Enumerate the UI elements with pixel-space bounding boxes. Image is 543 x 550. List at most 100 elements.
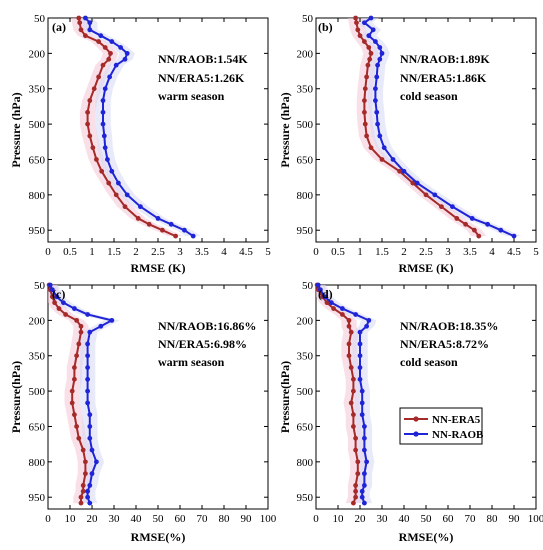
x-tick-label: 70 [465, 513, 477, 525]
data-point-nn-raob [54, 294, 60, 300]
x-tick-label: 3.5 [195, 246, 209, 258]
data-point-nn-era5 [367, 56, 373, 62]
legend-label-nn-raob: NN-RAOB [432, 429, 484, 441]
data-point-nn-raob [85, 400, 90, 406]
data-point-nn-raob [87, 500, 93, 506]
y-tick-label: 800 [297, 457, 314, 469]
data-point-nn-era5 [78, 329, 84, 335]
data-point-nn-era5 [80, 483, 86, 488]
data-point-nn-era5 [340, 312, 345, 317]
data-point-nn-raob [100, 109, 106, 115]
data-point-nn-era5 [346, 353, 352, 359]
data-point-nn-raob [379, 50, 385, 56]
data-point-nn-raob [100, 98, 106, 103]
data-point-nn-raob [87, 435, 93, 441]
data-point-nn-era5 [90, 145, 96, 151]
data-point-nn-era5 [348, 365, 354, 370]
x-tick-label: 3 [445, 246, 451, 258]
data-point-nn-era5 [78, 500, 84, 506]
data-point-nn-raob [390, 157, 396, 162]
data-point-nn-era5 [362, 98, 367, 103]
data-point-nn-raob [107, 74, 112, 80]
y-tick-label: 800 [29, 457, 46, 469]
season-annotation: cold season [400, 355, 458, 369]
data-point-nn-raob [85, 365, 90, 370]
data-point-nn-era5 [354, 20, 359, 26]
y-tick-label: 650 [297, 421, 314, 433]
data-point-nn-era5 [102, 45, 108, 50]
y-tick-label: 800 [29, 190, 46, 202]
data-point-nn-raob [381, 145, 387, 151]
legend-label-nn-era5: NN-ERA5 [432, 414, 481, 426]
rmse-annotation: NN/ERA5:1.86K [400, 71, 487, 85]
x-tick-label: 1.5 [107, 246, 121, 258]
data-point-nn-raob [375, 121, 380, 127]
y-tick-label: 50 [302, 280, 314, 292]
data-point-nn-raob [315, 282, 321, 288]
panel-b: 0 0.5 1 1.5 2 2.5 3 3.5 4 4.5 5 50 200 350 500 650 800 95… [278, 13, 539, 275]
y-axis-label: Pressure(hPa) [9, 361, 23, 433]
data-point-nn-era5 [146, 221, 152, 227]
data-point-nn-era5 [87, 98, 93, 103]
data-point-nn-raob [116, 180, 121, 186]
data-point-nn-raob [98, 33, 104, 39]
legend: NN-ERA5 NN-RAOB [399, 407, 484, 445]
y-tick-label: 800 [297, 190, 314, 202]
data-point-nn-era5 [56, 306, 62, 311]
data-point-nn-era5 [96, 74, 101, 80]
data-point-nn-era5 [463, 221, 468, 227]
data-point-nn-raob [377, 45, 383, 50]
data-point-nn-era5 [87, 133, 93, 139]
data-point-nn-raob [498, 227, 504, 233]
data-point-nn-era5 [472, 227, 477, 233]
x-tick-label: 2.5 [419, 246, 433, 258]
season-annotation: warm season [158, 355, 225, 369]
data-point-nn-raob [362, 483, 367, 488]
data-point-nn-era5 [91, 86, 97, 92]
data-point-nn-era5 [454, 216, 460, 221]
data-point-nn-era5 [72, 412, 77, 418]
data-point-nn-raob [87, 483, 93, 488]
data-point-nn-era5 [379, 157, 385, 162]
data-point-nn-era5 [76, 341, 82, 347]
data-point-nn-raob [109, 168, 115, 174]
data-point-nn-raob [138, 204, 143, 210]
data-point-nn-raob [87, 412, 93, 418]
y-tick-label: 200 [29, 48, 46, 60]
data-point-nn-raob [340, 306, 345, 311]
data-point-nn-era5 [122, 204, 128, 210]
data-point-nn-era5 [365, 62, 371, 68]
y-tick-label: 350 [29, 351, 46, 363]
data-point-nn-era5 [74, 424, 79, 429]
data-point-nn-raob [362, 500, 367, 506]
y-tick-label: 500 [297, 119, 314, 131]
data-point-nn-raob [357, 365, 363, 370]
y-tick-label: 950 [297, 492, 314, 504]
data-point-nn-raob [318, 287, 323, 293]
data-point-nn-raob [85, 353, 90, 359]
band-nn-raob [77, 18, 201, 237]
band-nn-raob [48, 285, 120, 504]
data-point-nn-era5 [423, 192, 429, 198]
data-point-nn-era5 [160, 227, 165, 233]
data-point-nn-raob [364, 459, 369, 465]
data-point-nn-era5 [362, 86, 368, 92]
data-point-nn-raob [322, 294, 328, 300]
x-tick-label: 90 [509, 513, 521, 525]
band-nn-era5 [347, 18, 487, 237]
x-tick-label: 50 [153, 513, 165, 525]
data-point-nn-era5 [74, 353, 79, 359]
legend-frame [399, 407, 483, 445]
data-point-nn-raob [373, 39, 378, 44]
data-point-nn-raob [190, 233, 196, 239]
data-point-nn-raob [47, 282, 53, 288]
x-tick-label: 90 [241, 513, 253, 525]
data-point-nn-raob [102, 86, 108, 92]
data-point-nn-raob [370, 27, 376, 33]
data-point-nn-raob [374, 109, 380, 115]
data-point-nn-raob [366, 33, 372, 39]
data-point-nn-raob [357, 341, 363, 347]
data-point-nn-era5 [76, 435, 82, 441]
data-point-nn-raob [122, 56, 128, 62]
data-point-nn-era5 [368, 50, 374, 56]
